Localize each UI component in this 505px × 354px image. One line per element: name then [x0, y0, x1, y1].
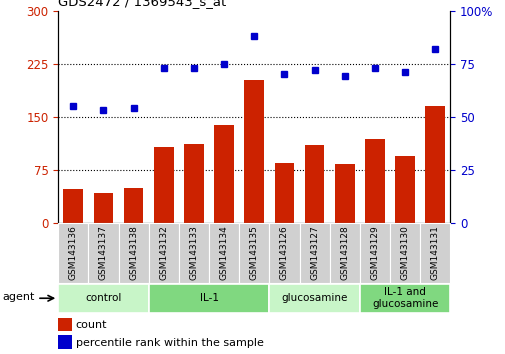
Text: GSM143129: GSM143129 [370, 225, 379, 280]
Text: IL-1: IL-1 [199, 293, 218, 303]
Bar [148, 284, 269, 313]
Text: GSM143130: GSM143130 [400, 225, 409, 280]
Bar [274, 163, 293, 223]
Bar [214, 125, 233, 223]
Bar [299, 223, 329, 283]
Text: GSM143136: GSM143136 [69, 225, 78, 280]
Bar [148, 223, 178, 283]
Text: GSM143138: GSM143138 [129, 225, 138, 280]
Bar [58, 223, 88, 283]
Text: GSM143131: GSM143131 [430, 225, 439, 280]
Text: IL-1 and
glucosamine: IL-1 and glucosamine [371, 287, 437, 309]
Bar [124, 188, 143, 223]
Text: control: control [85, 293, 121, 303]
Bar [184, 144, 204, 223]
Text: GSM143126: GSM143126 [279, 225, 288, 280]
Bar [394, 156, 414, 223]
Bar [154, 147, 173, 223]
Text: GSM143137: GSM143137 [99, 225, 108, 280]
Bar [178, 223, 209, 283]
Bar [58, 284, 148, 313]
Text: GSM143134: GSM143134 [219, 225, 228, 280]
Bar [359, 223, 389, 283]
Bar [419, 223, 449, 283]
Text: count: count [76, 320, 107, 330]
Bar [425, 106, 444, 223]
Bar [209, 223, 239, 283]
Bar [88, 223, 118, 283]
Bar [93, 193, 113, 223]
Bar [63, 189, 83, 223]
Text: GDS2472 / 1369543_s_at: GDS2472 / 1369543_s_at [58, 0, 226, 8]
Bar [359, 284, 449, 313]
Bar [304, 145, 324, 223]
Bar [365, 139, 384, 223]
Text: GSM143132: GSM143132 [159, 225, 168, 280]
Text: percentile rank within the sample: percentile rank within the sample [76, 338, 263, 348]
Text: GSM143128: GSM143128 [339, 225, 348, 280]
Text: GSM143135: GSM143135 [249, 225, 258, 280]
Bar [239, 223, 269, 283]
Text: GSM143133: GSM143133 [189, 225, 198, 280]
Text: glucosamine: glucosamine [281, 293, 347, 303]
Bar [329, 223, 359, 283]
Bar [334, 164, 354, 223]
Bar [269, 284, 359, 313]
Bar [58, 335, 72, 349]
Bar [118, 223, 148, 283]
Text: GSM143127: GSM143127 [310, 225, 319, 280]
Text: agent: agent [3, 292, 35, 302]
Bar [389, 223, 419, 283]
Bar [269, 223, 299, 283]
Bar [58, 318, 72, 331]
Bar [244, 80, 264, 223]
